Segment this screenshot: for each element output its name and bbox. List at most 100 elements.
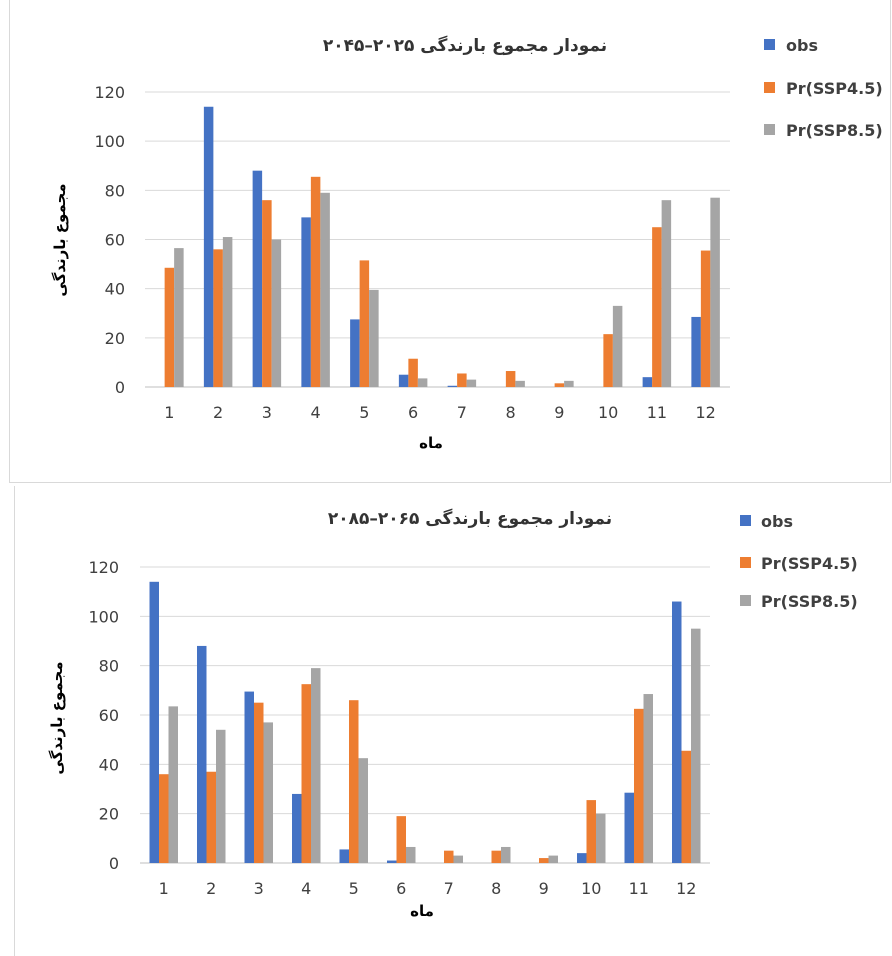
bar-ssp85-month-3 bbox=[271, 239, 282, 387]
bar-ssp45-month-7 bbox=[444, 850, 454, 863]
y-tick-label: 100 bbox=[88, 607, 119, 626]
bar-ssp85-month-2 bbox=[222, 237, 233, 387]
y-tick-label: 60 bbox=[105, 231, 125, 250]
x-tick-label: 8 bbox=[491, 879, 501, 898]
bar-ssp45-month-9 bbox=[554, 383, 565, 387]
chart-title: نمودار مجموع بارندگی ۲۰۲۵–۲۰۴۵ bbox=[323, 35, 607, 56]
bar-ssp85-month-12 bbox=[691, 628, 701, 863]
legend: obs Pr(SSP4.5) Pr(SSP8.5) bbox=[740, 512, 858, 611]
x-tick-label: 11 bbox=[629, 879, 649, 898]
bar-ssp85-month-9 bbox=[564, 380, 574, 387]
bar-ssp45-month-2 bbox=[213, 249, 223, 387]
bar-ssp85-month-8 bbox=[515, 380, 525, 387]
bar-ssp45-month-8 bbox=[491, 850, 501, 863]
x-tick-label: 10 bbox=[598, 403, 618, 422]
bar-ssp85-month-5 bbox=[358, 758, 368, 863]
bar-ssp85-month-6 bbox=[406, 846, 416, 863]
bar-ssp85-month-12 bbox=[710, 197, 720, 387]
bar-obs-month-2 bbox=[197, 645, 207, 863]
bar-obs-month-3 bbox=[252, 170, 263, 387]
bar-ssp85-month-7 bbox=[453, 855, 463, 863]
x-tick-label: 7 bbox=[444, 879, 454, 898]
legend-swatch-ssp45 bbox=[740, 557, 751, 568]
legend-label-ssp85: Pr(SSP8.5) bbox=[786, 121, 883, 140]
x-tick-label: 6 bbox=[408, 403, 418, 422]
y-tick-label: 80 bbox=[99, 657, 119, 676]
bar-obs-month-6 bbox=[387, 860, 397, 863]
x-tick-label: 2 bbox=[206, 879, 216, 898]
bar-obs-month-4 bbox=[292, 793, 302, 863]
bar-ssp85-month-3 bbox=[263, 722, 273, 863]
bar-ssp45-month-10 bbox=[603, 334, 613, 387]
bar-obs-month-12 bbox=[672, 601, 682, 863]
bar-ssp85-month-11 bbox=[643, 694, 653, 863]
bar-ssp45-month-2 bbox=[206, 771, 216, 863]
x-tick-label: 1 bbox=[159, 879, 169, 898]
x-tick-label: 10 bbox=[581, 879, 601, 898]
y-tick-label: 60 bbox=[99, 706, 119, 725]
bar-ssp85-month-10 bbox=[596, 813, 606, 863]
bar-ssp85-month-4 bbox=[311, 668, 321, 863]
legend-swatch-obs bbox=[740, 515, 751, 526]
bar-ssp45-month-6 bbox=[408, 358, 418, 387]
y-tick-label: 120 bbox=[88, 558, 119, 577]
y-tick-label: 0 bbox=[115, 378, 125, 397]
y-tick-label: 0 bbox=[109, 854, 119, 873]
bar-ssp45-month-7 bbox=[457, 373, 467, 387]
chart-panel-2065-2085: 0 20 40 60 80 100 120 1 2 3 4 5 6 7 8 9 10 11 12 نمودار مج… bbox=[14, 486, 892, 956]
x-axis-label: ماه bbox=[419, 434, 443, 452]
y-tick-label: 20 bbox=[105, 329, 125, 348]
x-tick-label: 4 bbox=[301, 879, 311, 898]
bar-ssp45-month-1 bbox=[159, 774, 169, 863]
legend-swatch-ssp85 bbox=[740, 595, 751, 606]
bar-ssp45-month-8 bbox=[505, 371, 516, 387]
x-tick-label: 3 bbox=[262, 403, 272, 422]
x-tick-label: 7 bbox=[457, 403, 467, 422]
x-tick-label: 12 bbox=[695, 403, 715, 422]
bar-ssp45-month-5 bbox=[349, 700, 359, 863]
legend-label-obs: obs bbox=[761, 512, 793, 531]
chart-panel-2025-2045: 0 20 40 60 80 100 120 1 2 3 4 5 6 7 8 9 10 11 12 نمودار مج… bbox=[9, 0, 891, 483]
x-tick-label: 4 bbox=[311, 403, 321, 422]
bar-ssp45-month-10 bbox=[586, 800, 596, 863]
bar-ssp45-month-5 bbox=[359, 260, 370, 387]
bar-obs-month-10 bbox=[577, 853, 587, 863]
x-tick-label: 9 bbox=[539, 879, 549, 898]
legend-label-ssp45: Pr(SSP4.5) bbox=[786, 79, 883, 98]
bar-ssp45-month-12 bbox=[700, 250, 711, 387]
y-tick-label: 100 bbox=[94, 132, 125, 151]
bar-ssp85-month-1 bbox=[174, 248, 184, 387]
y-tick-label: 20 bbox=[99, 805, 119, 824]
bar-ssp45-month-9 bbox=[539, 858, 549, 863]
y-tick-label: 40 bbox=[99, 755, 119, 774]
y-axis-label: مجموع بارندگی bbox=[51, 183, 69, 296]
bar-obs-month-4 bbox=[301, 217, 311, 387]
y-tick-label: 80 bbox=[105, 181, 125, 200]
legend-label-ssp45: Pr(SSP4.5) bbox=[761, 554, 858, 573]
legend-swatch-obs bbox=[764, 39, 775, 50]
x-tick-label: 9 bbox=[554, 403, 564, 422]
bar-obs-month-11 bbox=[624, 792, 634, 863]
x-axis-label: ماه bbox=[410, 902, 434, 920]
legend-label-obs: obs bbox=[786, 36, 818, 55]
bar-ssp45-month-1 bbox=[164, 267, 175, 387]
bar-ssp85-month-5 bbox=[369, 289, 379, 387]
bar-ssp45-month-11 bbox=[652, 227, 662, 387]
y-axis-label: مجموع بارندگی bbox=[48, 661, 66, 774]
x-tick-label: 11 bbox=[647, 403, 667, 422]
bar-ssp85-month-7 bbox=[466, 379, 477, 387]
x-tick-label: 12 bbox=[676, 879, 696, 898]
bar-ssp45-month-3 bbox=[254, 702, 264, 863]
bar-obs-month-3 bbox=[244, 691, 254, 863]
chart-title: نمودار مجموع بارندگی ۲۰۶۵–۲۰۸۵ bbox=[328, 508, 612, 529]
bar-obs-month-6 bbox=[398, 374, 409, 387]
bar-ssp45-month-6 bbox=[396, 816, 406, 863]
x-tick-label: 3 bbox=[254, 879, 264, 898]
x-tick-label: 1 bbox=[164, 403, 174, 422]
bar-ssp85-month-1 bbox=[168, 706, 178, 863]
x-tick-label: 5 bbox=[349, 879, 359, 898]
bar-obs-month-5 bbox=[339, 849, 349, 863]
bar-ssp45-month-3 bbox=[262, 200, 272, 387]
legend-label-ssp85: Pr(SSP8.5) bbox=[761, 592, 858, 611]
